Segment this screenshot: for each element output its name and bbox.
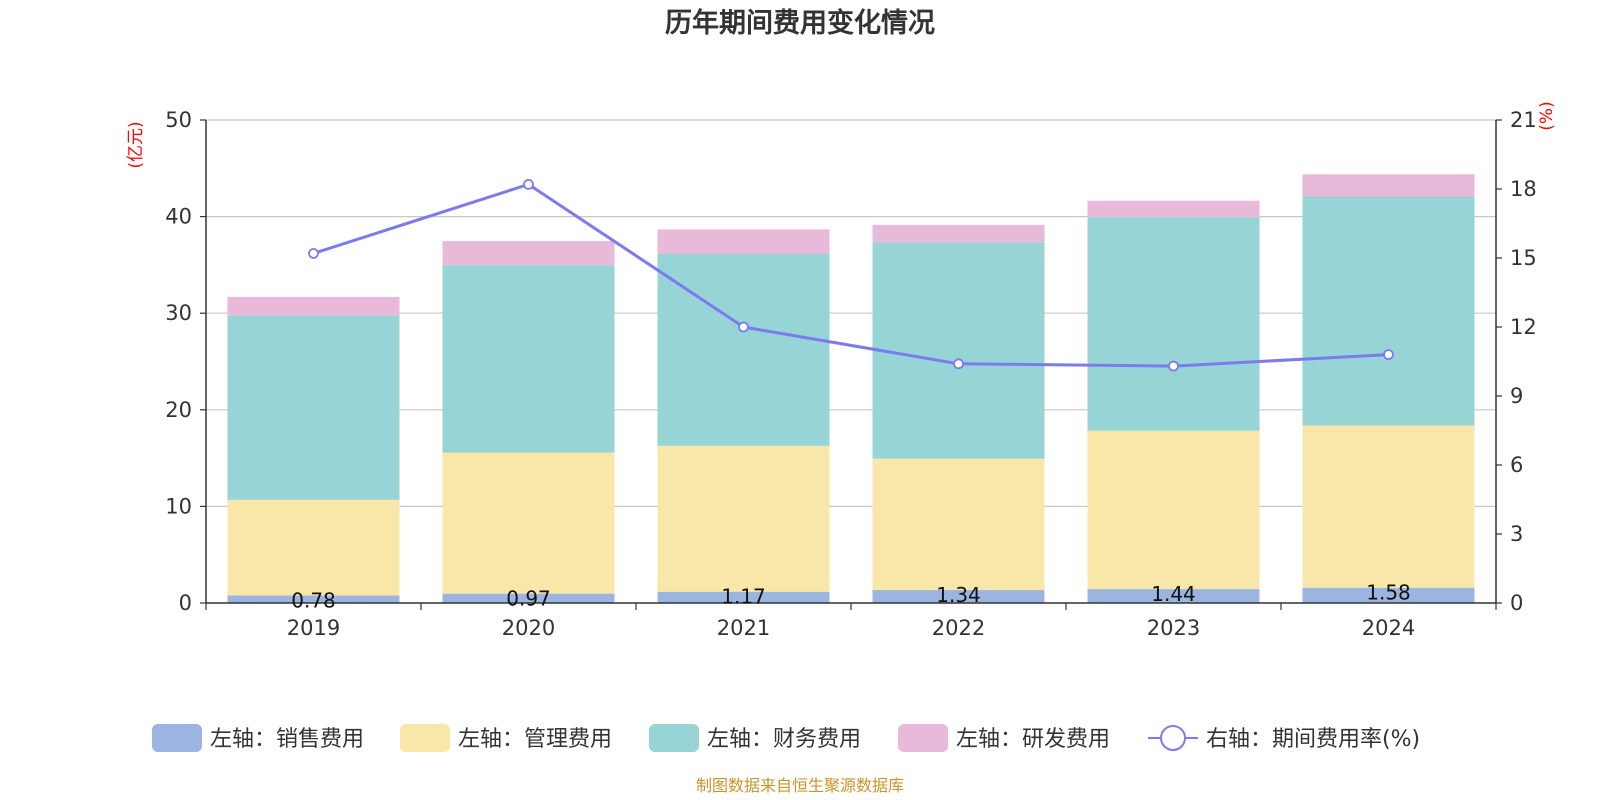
legend-label[interactable]: 左轴：财务费用 [707, 727, 861, 752]
bar-segment-3 [872, 242, 1045, 459]
x-tick-label: 2024 [1362, 616, 1415, 640]
bar-segment-2 [442, 452, 615, 594]
left-tick-label: 50 [165, 108, 192, 132]
rate-line [313, 182, 1389, 368]
rate-point[interactable] [308, 247, 319, 259]
source-note: 制图数据来自恒生聚源数据库 [696, 776, 904, 795]
right-axis-unit: (%) [1537, 101, 1557, 130]
bar-segment-1 [227, 595, 400, 603]
rate-point[interactable] [523, 178, 534, 190]
line-series [308, 178, 1394, 372]
legend-marker[interactable] [1160, 725, 1186, 751]
chart-title: 历年期间费用变化情况 [665, 7, 935, 39]
rate-point[interactable] [1383, 349, 1394, 361]
bar-segment-3 [1087, 217, 1260, 431]
legend-label[interactable]: 右轴：期间费用率(%) [1206, 727, 1420, 752]
legend-swatch[interactable] [649, 724, 699, 752]
bar-segment-2 [1302, 425, 1475, 588]
right-tick-label: 21 [1510, 108, 1537, 132]
right-tick-label: 6 [1510, 453, 1523, 477]
bar-data-label: 0.78 [291, 588, 336, 612]
left-tick-label: 0 [179, 591, 192, 615]
left-tick-label: 20 [165, 398, 192, 422]
right-tick-label: 12 [1510, 315, 1537, 339]
left-tick-label: 40 [165, 205, 192, 229]
left-tick-label: 10 [165, 494, 192, 518]
bar-segment-3 [227, 315, 400, 500]
bar-segment-3 [442, 265, 615, 453]
bar-data-label: 0.97 [506, 587, 551, 611]
legend-label[interactable]: 左轴：研发费用 [956, 727, 1110, 752]
bar-segment-4 [872, 224, 1045, 243]
bar-data-label: 1.58 [1366, 581, 1411, 605]
right-tick-label: 18 [1510, 177, 1537, 201]
x-tick-label: 2022 [932, 616, 985, 640]
bar-labels: 0.78 0.97 1.17 1.34 1.44 1.58 [291, 581, 1411, 613]
bar-segment-4 [1087, 200, 1260, 218]
bar-segment-4 [1302, 174, 1475, 197]
bar-segment-1 [1302, 587, 1475, 603]
bar-data-label: 1.44 [1151, 582, 1196, 606]
right-tick-label: 0 [1510, 591, 1523, 615]
bar-segment-2 [657, 445, 830, 592]
legend: 左轴：销售费用 左轴：管理费用 左轴：财务费用 左轴：研发费用 右轴：期间费用率(%) [152, 724, 1420, 752]
left-axis-unit: (亿元) [126, 121, 146, 168]
bar-data-label: 1.17 [721, 585, 766, 609]
rate-point[interactable] [738, 321, 749, 333]
legend-swatch[interactable] [898, 724, 948, 752]
bar-segment-4 [227, 296, 400, 316]
bar-segment-2 [872, 458, 1045, 591]
bar-segment-3 [1302, 196, 1475, 426]
x-tick-label: 2019 [287, 616, 340, 640]
axes: 0 10 20 30 40 50 0 3 6 9 12 15 18 21 2019 2020 2021 2022 2… [165, 108, 1536, 640]
x-tick-label: 2020 [502, 616, 555, 640]
bar-segment-4 [442, 241, 615, 266]
bar-segment-4 [657, 229, 830, 254]
legend-label[interactable]: 左轴：管理费用 [458, 727, 612, 752]
legend-swatch[interactable] [152, 724, 202, 752]
legend-swatch[interactable] [400, 724, 450, 752]
bar-segment-3 [657, 253, 830, 446]
rate-point[interactable] [1168, 360, 1179, 372]
bar-segment-1 [872, 590, 1045, 603]
bar-segment-2 [227, 499, 400, 596]
bar-segment-2 [1087, 430, 1260, 590]
bar-segment-1 [442, 593, 615, 603]
legend-label[interactable]: 左轴：销售费用 [210, 727, 364, 752]
bars [227, 174, 1475, 603]
rate-point[interactable] [953, 358, 964, 370]
x-tick-label: 2023 [1147, 616, 1200, 640]
right-tick-label: 15 [1510, 246, 1537, 270]
bar-data-label: 1.34 [936, 583, 981, 607]
right-tick-label: 3 [1510, 522, 1523, 546]
right-tick-label: 9 [1510, 384, 1523, 408]
bar-segment-1 [657, 591, 830, 603]
grid-lines [206, 119, 1496, 507]
bar-segment-1 [1087, 589, 1260, 603]
left-tick-label: 30 [165, 301, 192, 325]
x-tick-label: 2021 [717, 616, 770, 640]
